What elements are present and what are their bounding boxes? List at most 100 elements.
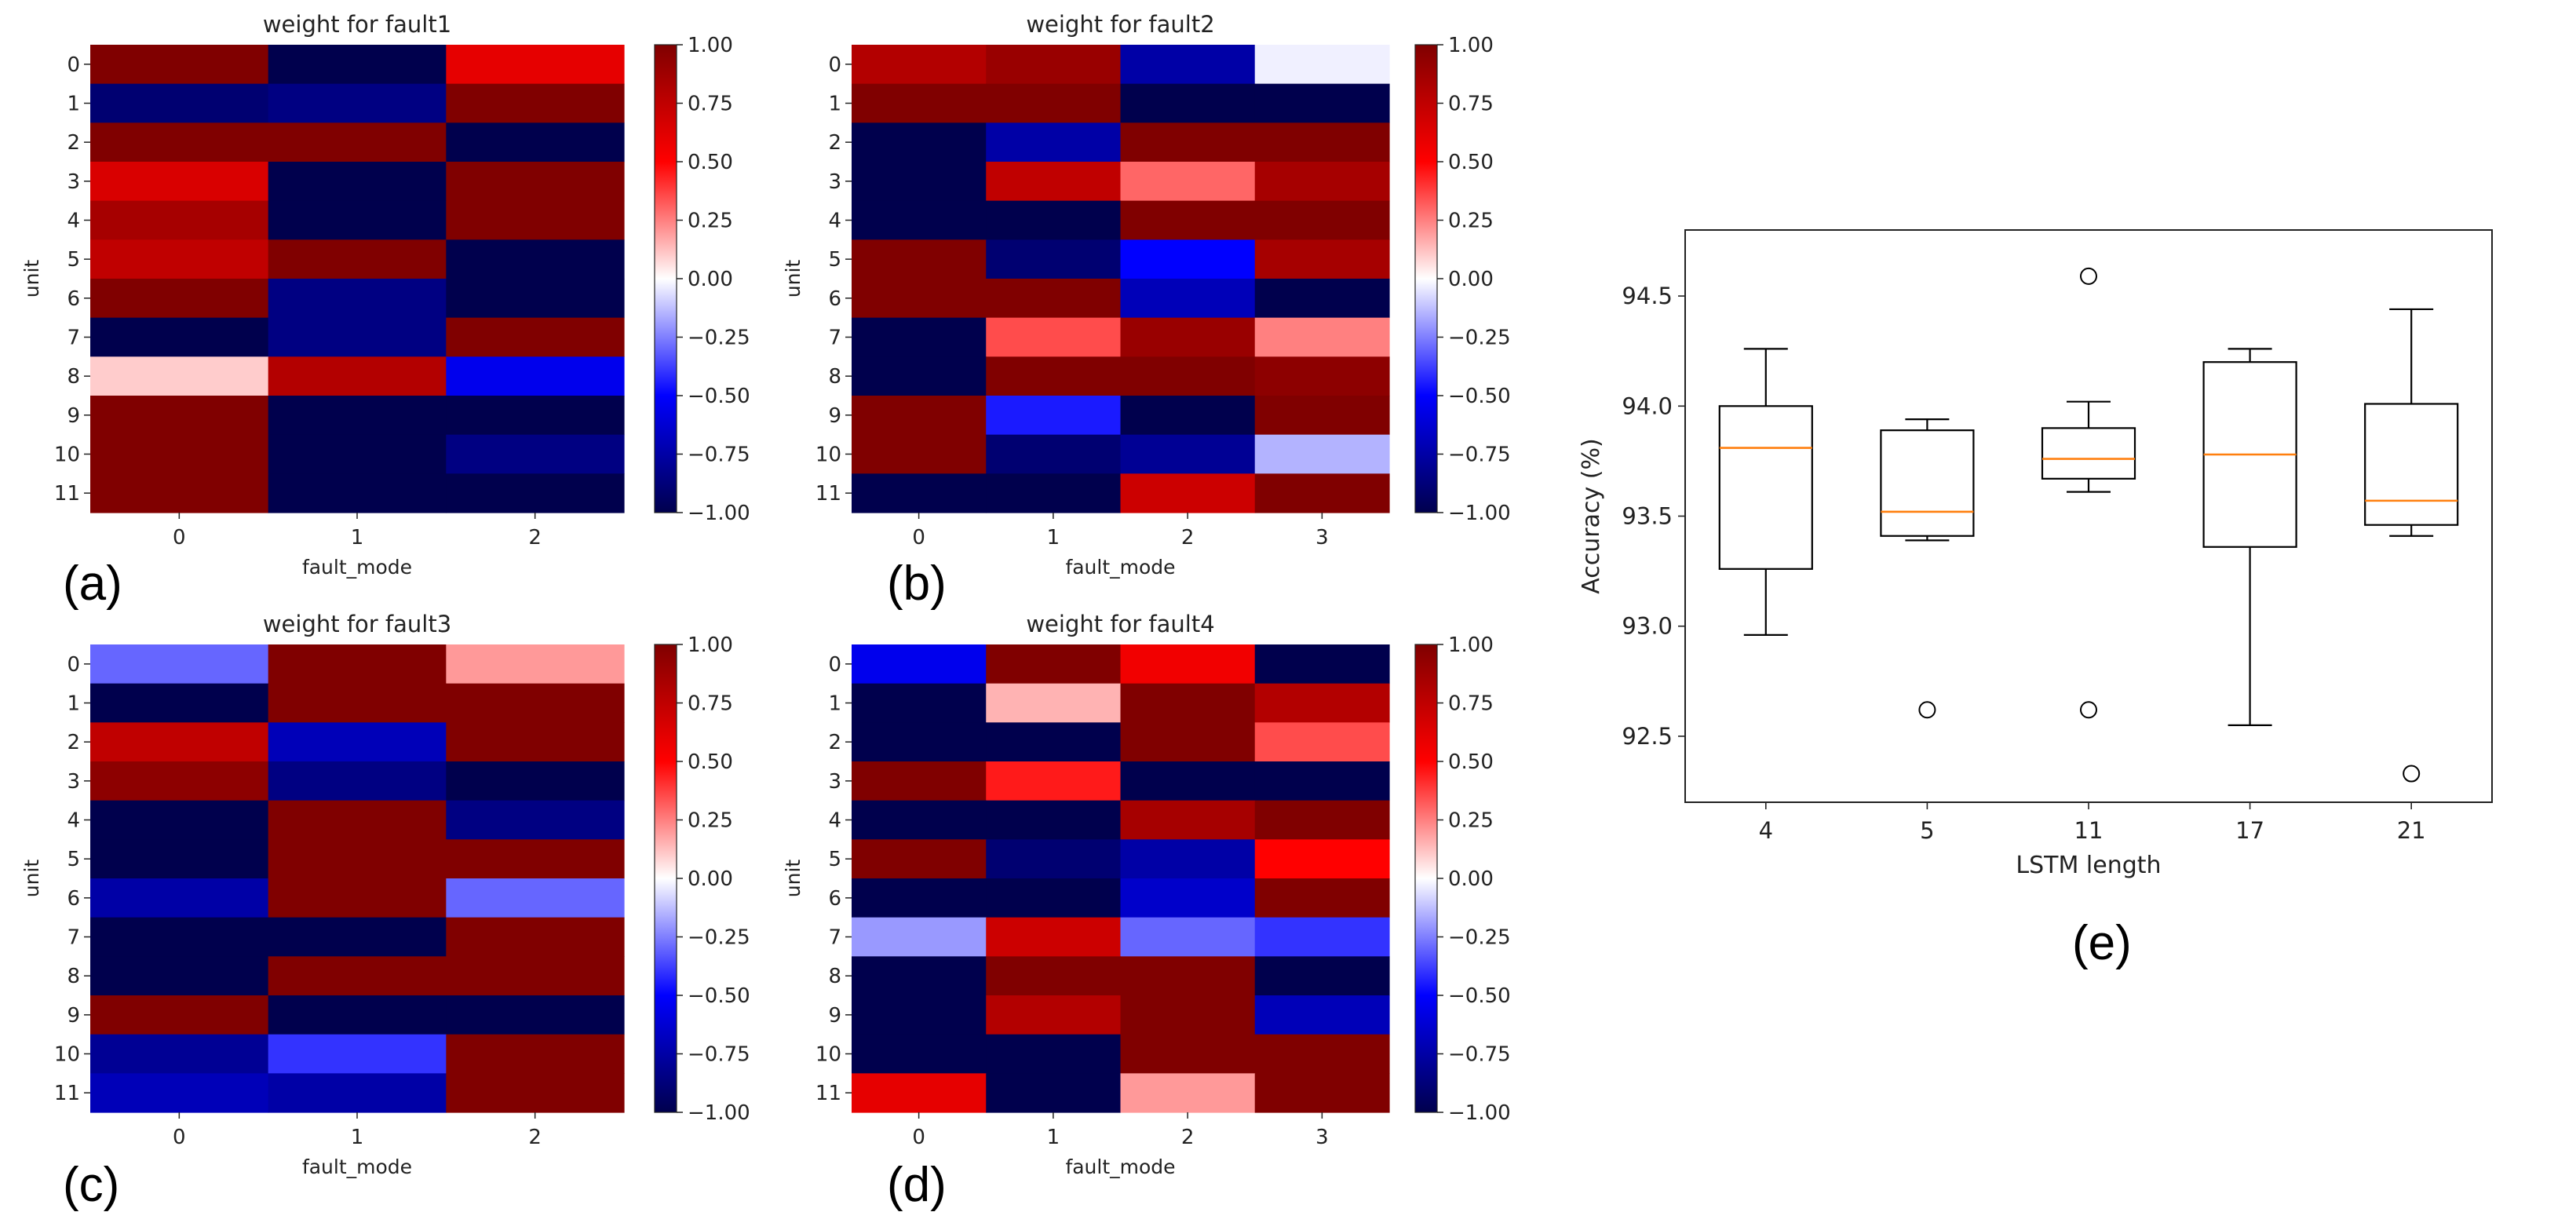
y-tick-label: 2 <box>828 131 841 155</box>
heatmap-cell <box>852 473 987 513</box>
heatmap-cell <box>1254 683 1390 723</box>
heatmap-cell <box>1120 396 1256 436</box>
x-tick-label: 0 <box>912 526 925 549</box>
x-tick-label: 1 <box>351 1126 364 1149</box>
heatmap-cell <box>446 644 625 685</box>
heatmap-cell <box>268 434 447 474</box>
colorbar-tick-label: 0.75 <box>688 93 733 116</box>
heatmap-cell <box>446 45 625 85</box>
heatmap-cell <box>986 644 1122 685</box>
heatmap-cell <box>1254 644 1390 685</box>
heatmap-cell <box>1120 1034 1256 1074</box>
colorbar <box>1414 644 1438 1113</box>
heatmap-cell <box>268 239 447 279</box>
heatmap-cell <box>1120 162 1256 202</box>
heatmap-cell <box>446 317 625 357</box>
heatmap-cells <box>90 45 625 513</box>
heatmap-cell <box>852 722 987 762</box>
heatmap-cell <box>446 239 625 279</box>
heatmap-cell <box>268 83 447 123</box>
chart-title: weight for fault3 <box>263 611 451 637</box>
heatmap-cell <box>1254 356 1390 396</box>
heatmap-cell <box>1120 279 1256 319</box>
y-tick-label: 10 <box>54 1043 80 1067</box>
y-tick-label: 94.5 <box>1622 283 1673 309</box>
heatmap-cell <box>986 800 1122 840</box>
heatmap-cell <box>90 434 269 474</box>
y-tick-label: 8 <box>67 365 80 389</box>
chart-title: weight for fault4 <box>1026 611 1214 637</box>
heatmap-cell <box>268 800 447 840</box>
heatmap-cell <box>986 839 1122 879</box>
heatmap-cell <box>268 878 447 918</box>
outlier-point <box>2080 701 2097 719</box>
colorbar-tick-label: 0.25 <box>1448 809 1494 833</box>
heatmap-cell <box>1254 1034 1390 1074</box>
colorbar-tick-label: 0.25 <box>1448 210 1494 233</box>
y-tick-label: 0 <box>828 653 841 677</box>
colorbar-tick-label: 0.75 <box>1448 692 1494 716</box>
heatmap-cell <box>986 83 1122 123</box>
heatmap-cell <box>1254 917 1390 957</box>
heatmap-cell <box>986 356 1122 396</box>
heatmap-cell <box>268 45 447 85</box>
heatmap-cell <box>852 239 987 279</box>
colorbar-tick-label: −0.50 <box>688 385 750 408</box>
y-tick-label: 9 <box>67 1004 80 1028</box>
heatmap-cell <box>90 995 269 1035</box>
heatmap-cell <box>90 83 269 123</box>
heatmap-cell <box>986 122 1122 162</box>
heatmap-cell <box>986 239 1122 279</box>
y-tick-label: 5 <box>67 848 80 871</box>
y-axis-label: unit <box>782 260 805 298</box>
y-tick-label: 5 <box>828 848 841 871</box>
colorbar-tick-label: 1.00 <box>1448 633 1494 657</box>
colorbar-tick-label: −0.25 <box>1448 327 1511 350</box>
heatmap-cell <box>986 878 1122 918</box>
heatmap-cell <box>852 83 987 123</box>
heatmap-cell <box>446 473 625 513</box>
y-tick-label: 5 <box>828 248 841 272</box>
x-axis-label: fault_mode <box>302 556 412 579</box>
box-21 <box>2364 308 2459 783</box>
heatmap-c: weight for fault3 0 1 2 3 4 5 6 7 8 9 10 11 0 1 2 fault_… <box>20 611 750 1212</box>
heatmap-cell <box>1120 995 1256 1035</box>
heatmap-cell <box>446 995 625 1035</box>
y-tick-label: 9 <box>828 404 841 428</box>
colorbar-tick-label: 0.50 <box>688 151 733 174</box>
heatmap-cell <box>446 722 625 762</box>
y-tick-label: 4 <box>67 809 80 833</box>
panel-label: (b) <box>887 557 947 611</box>
heatmap-cell <box>1120 45 1256 85</box>
y-tick-label: 10 <box>815 444 841 467</box>
y-tick-label: 11 <box>815 482 841 506</box>
heatmap-cell <box>446 839 625 879</box>
heatmap-cell <box>90 956 269 996</box>
heatmap-cell <box>90 45 269 85</box>
heatmap-cell <box>446 200 625 240</box>
heatmap-cell <box>90 761 269 801</box>
heatmap-cell <box>1254 279 1390 319</box>
heatmap-cell <box>268 917 447 957</box>
x-tick-label: 2 <box>1181 526 1195 549</box>
heatmap-cell <box>852 956 987 996</box>
heatmap-cell <box>1254 83 1390 123</box>
heatmap-cell <box>1120 644 1256 685</box>
heatmap-cell <box>268 761 447 801</box>
heatmap-cell <box>268 200 447 240</box>
y-tick-label: 1 <box>67 93 80 116</box>
heatmap-cell <box>1254 317 1390 357</box>
colorbar-tick-label: 0.75 <box>688 692 733 716</box>
heatmap-cell <box>852 1034 987 1074</box>
heatmap-cell <box>90 722 269 762</box>
y-tick-label: 4 <box>828 210 841 233</box>
colorbar-tick-label: −0.25 <box>688 926 750 950</box>
colorbar-tick-label: −0.25 <box>688 327 750 350</box>
y-tick-label: 9 <box>67 404 80 428</box>
y-tick-label: 6 <box>828 287 841 311</box>
y-tick-label: 7 <box>828 327 841 350</box>
box-body <box>2041 427 2136 480</box>
heatmap-cell <box>852 761 987 801</box>
heatmap-cells <box>90 644 625 1113</box>
